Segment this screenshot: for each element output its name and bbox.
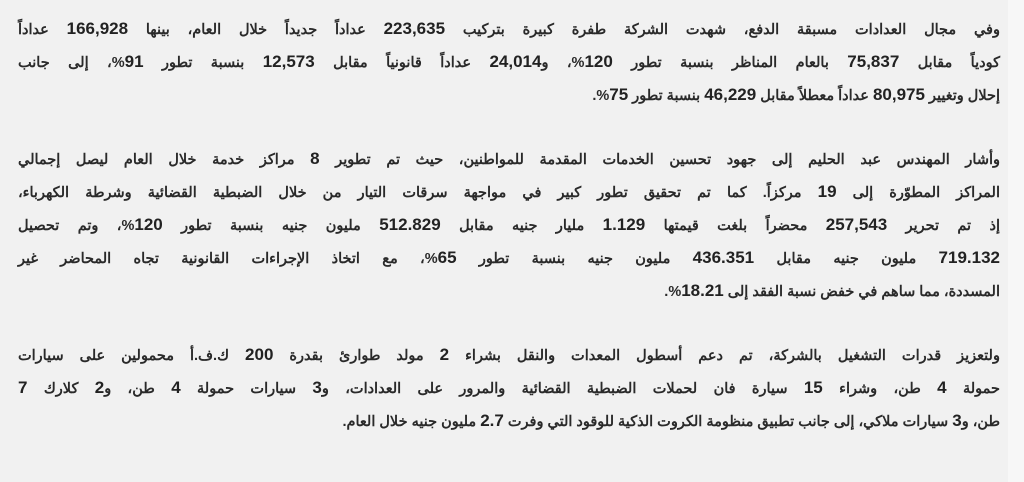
- text-line: 719.132 مليون جنيه مقابل 436.351 مليون ج…: [18, 248, 1000, 267]
- number-highlight: 223,635: [383, 19, 446, 38]
- text-line: وفي مجال العدادات مسبقة الدفع، شهدت الشر…: [18, 19, 1000, 38]
- number-highlight: 46,229: [704, 85, 757, 104]
- text-line: وأشار المهندس عبد الحليم إلى جهود تحسين …: [18, 149, 1001, 168]
- article-body: وفي مجال العدادات مسبقة الدفع، شهدت الشر…: [18, 12, 1000, 468]
- number-highlight: 18.21: [681, 281, 724, 300]
- number-highlight: 4: [171, 378, 181, 397]
- paragraph-operations-fleet: ولتعزيز قدرات التشغيل بالشركة، تم دعم أس…: [18, 338, 1000, 437]
- number-highlight: 91: [124, 52, 144, 71]
- number-highlight: 257,543: [825, 215, 888, 234]
- number-highlight: 3: [952, 411, 962, 430]
- text-line: طن، و3 سيارات ملاكي، إلى جانب تطبيق منظو…: [342, 411, 1001, 430]
- number-highlight: 80,975: [872, 85, 925, 104]
- text-line: كودياً مقابل 75,837 بالعام المناظر بنسبة…: [18, 52, 1000, 71]
- number-highlight: 3: [312, 378, 322, 397]
- number-highlight: 2: [94, 378, 105, 397]
- number-highlight: 19: [817, 182, 837, 201]
- number-highlight: 200: [245, 345, 274, 364]
- number-highlight: 15: [803, 378, 823, 397]
- number-highlight: 120: [584, 52, 613, 71]
- number-highlight: 120: [134, 215, 163, 234]
- number-highlight: 719.132: [938, 248, 1000, 267]
- number-highlight: 4: [937, 378, 947, 397]
- paragraph-prepaid-meters: وفي مجال العدادات مسبقة الدفع، شهدت الشر…: [18, 12, 1000, 111]
- number-highlight: 75: [609, 85, 629, 104]
- number-highlight: 24,014: [489, 52, 542, 71]
- number-highlight: 2: [439, 345, 450, 364]
- number-highlight: 1.129: [602, 215, 646, 234]
- number-highlight: 436.351: [692, 248, 755, 267]
- text-line: المسددة، مما ساهم في خفض نسبة الفقد إلى …: [664, 281, 1000, 300]
- number-highlight: 7: [18, 378, 28, 397]
- text-line: المراكز المطوّرة إلى 19 مركزاً. كما تم ت…: [18, 182, 1000, 201]
- number-highlight: 8: [310, 149, 320, 168]
- number-highlight: 65: [437, 248, 457, 267]
- paragraph-customer-services: وأشار المهندس عبد الحليم إلى جهود تحسين …: [18, 142, 1000, 307]
- text-line: حمولة 4 طن، وشراء 15 سيارة فان لحملات ال…: [18, 378, 1000, 397]
- number-highlight: 2.7: [480, 411, 504, 430]
- number-highlight: 12,573: [262, 52, 315, 71]
- number-highlight: 166,928: [66, 19, 129, 38]
- text-line: إذ تم تحرير 257,543 محضراً بلغت قيمتها 1…: [18, 215, 1000, 234]
- text-line: ولتعزيز قدرات التشغيل بالشركة، تم دعم أس…: [18, 345, 1000, 364]
- number-highlight: 75,837: [847, 52, 900, 71]
- page-edge: [1008, 0, 1024, 482]
- number-highlight: 512.829: [379, 215, 441, 234]
- text-line: إحلال وتغيير 80,975 عداداً معطلاً مقابل …: [592, 85, 1000, 104]
